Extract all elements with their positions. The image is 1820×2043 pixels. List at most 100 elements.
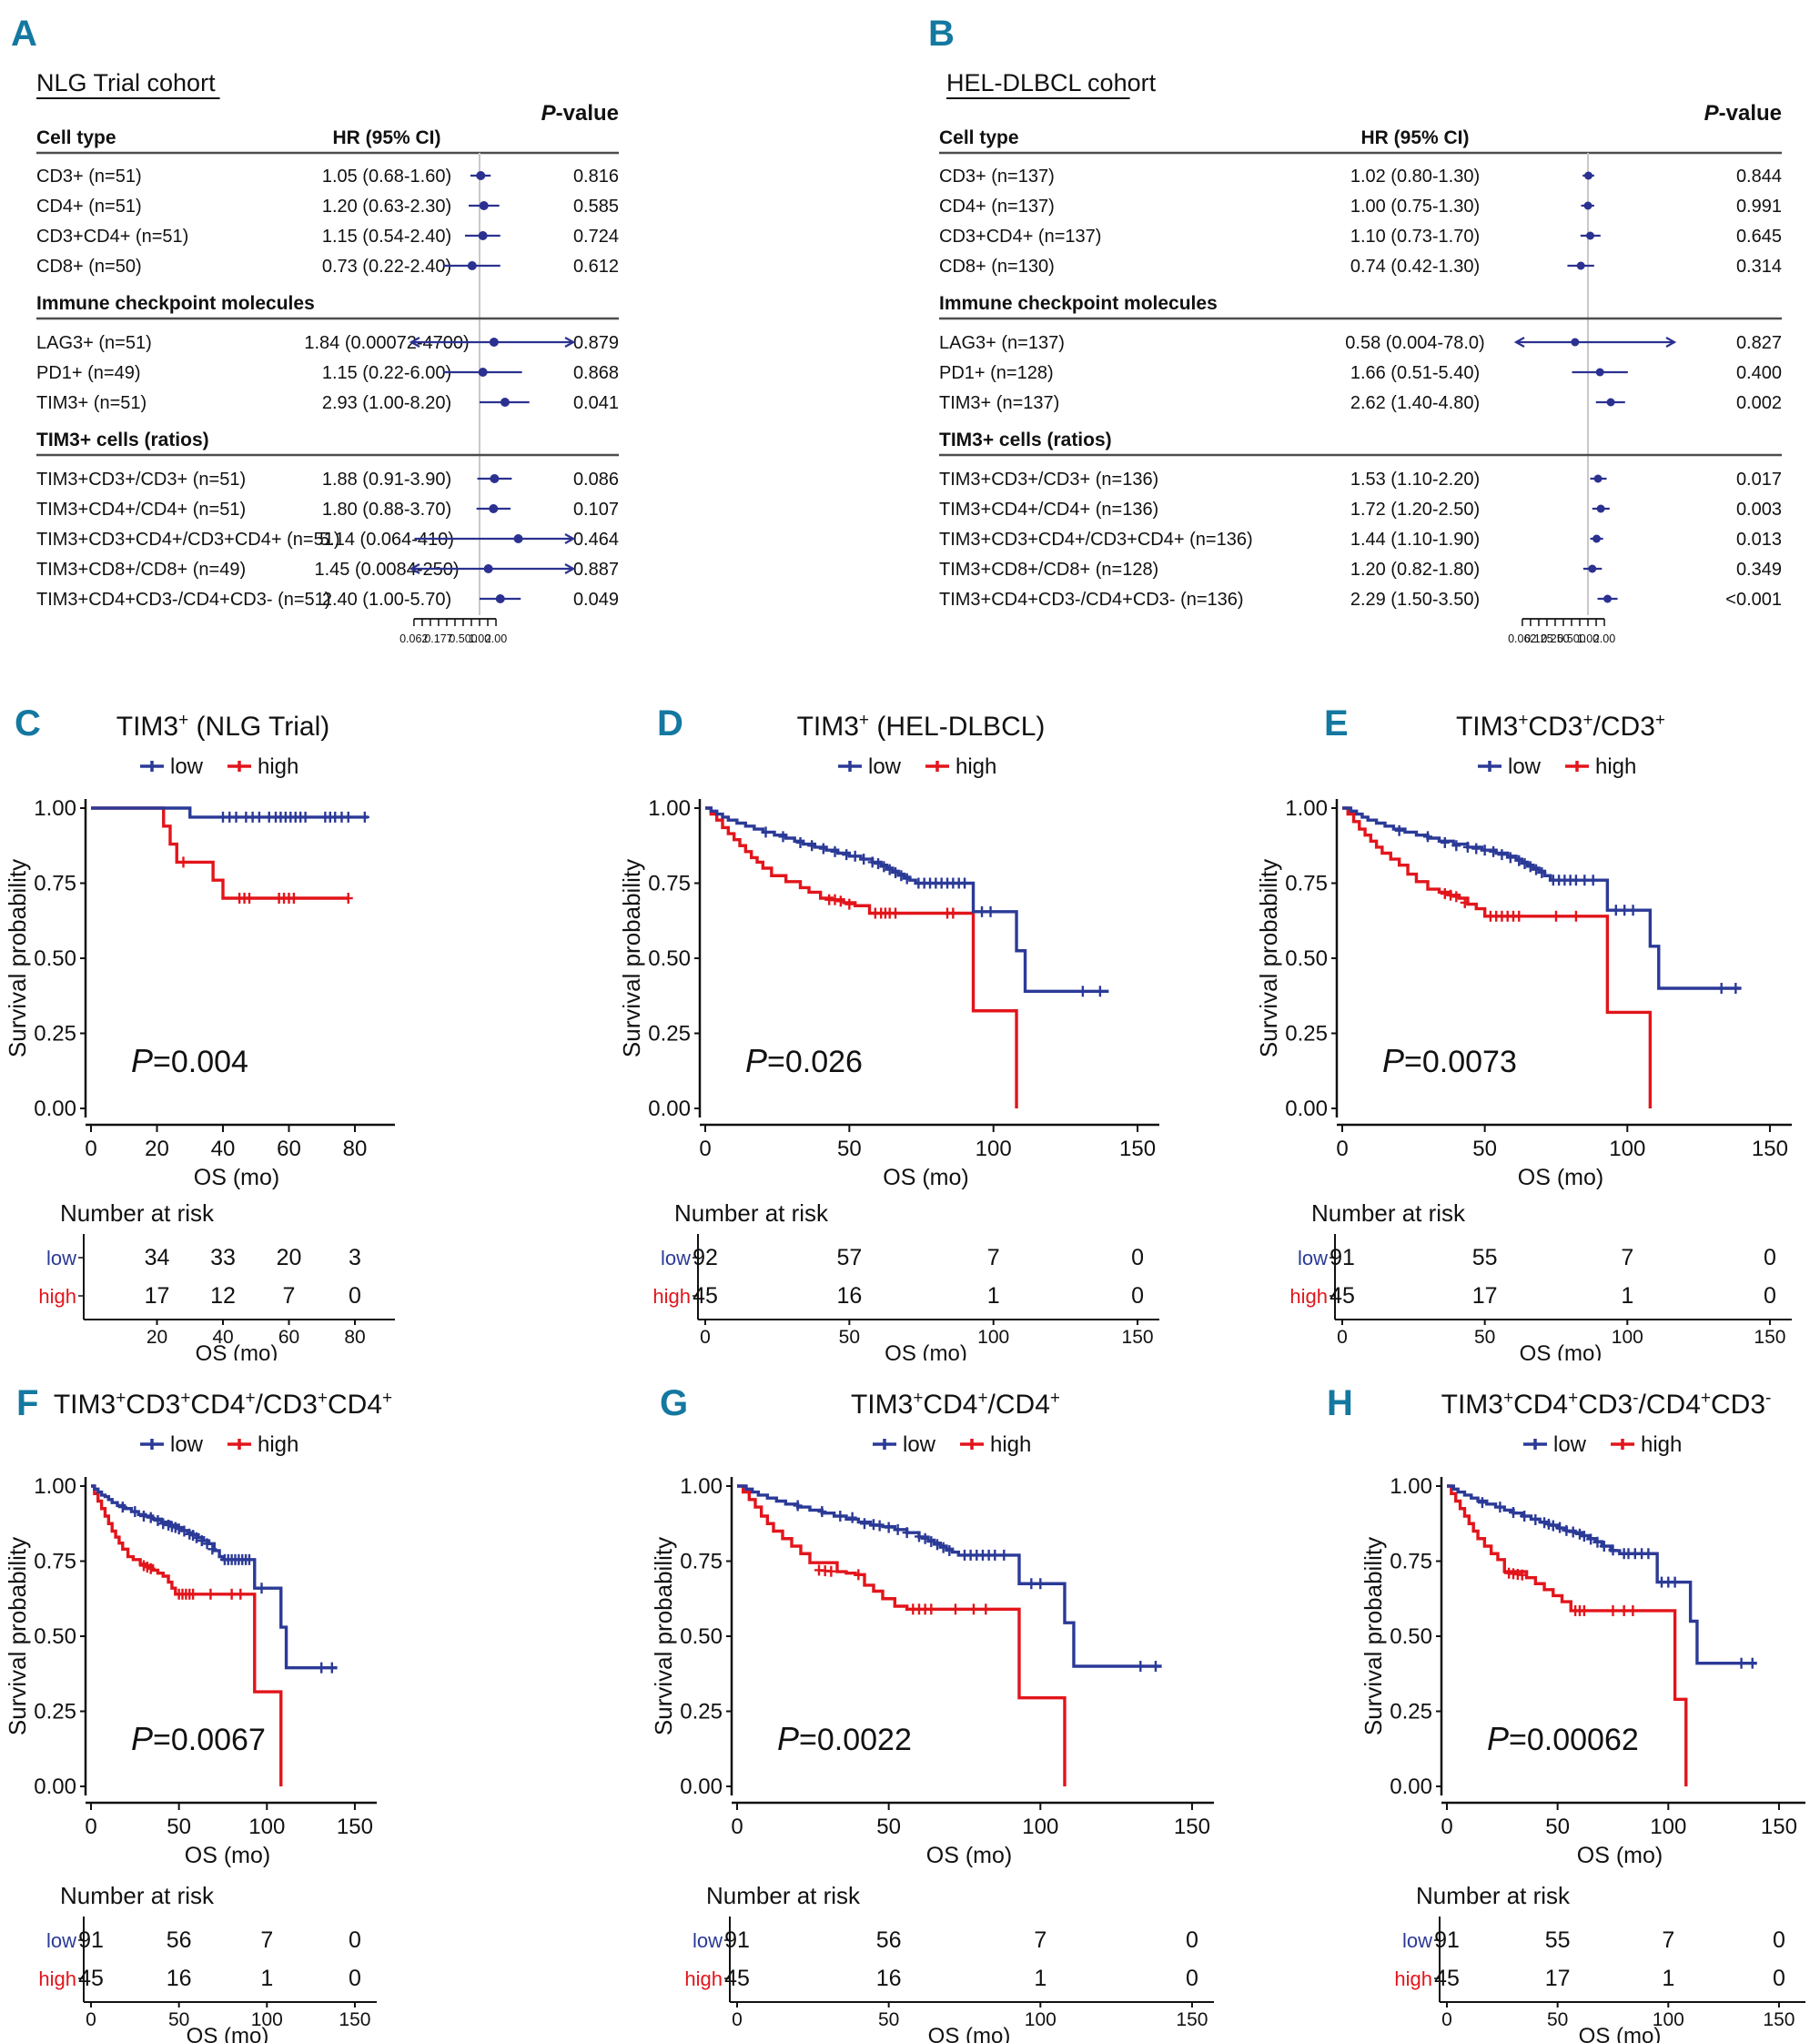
row-label: TIM3+CD4+/CD4+ (n=51) <box>36 500 246 520</box>
risk-count: 3 <box>349 1245 361 1270</box>
row-p-value: 0.314 <box>1736 257 1782 277</box>
col-header-p-value: P-value <box>541 101 619 126</box>
forest-row: TIM3+ (n=51) 2.93 (1.00-8.20) 0.041 <box>36 393 619 413</box>
row-p-value: 0.585 <box>573 197 619 217</box>
y-tick-label: 1.00 <box>1390 1474 1432 1499</box>
legend: low high <box>1523 1432 1682 1457</box>
ci-arrow-left <box>1513 337 1525 348</box>
legend: low high <box>140 1432 298 1457</box>
row-p-value: 0.645 <box>1736 227 1782 247</box>
y-axis-title: Survival probability <box>618 859 645 1057</box>
row-p-value: 0.991 <box>1736 197 1782 217</box>
x-tick-label: 150 <box>337 1815 373 1839</box>
risk-count: 16 <box>167 1966 192 1991</box>
km-title: TIM3+CD3+CD4+/CD3+CD4+ <box>54 1389 392 1420</box>
row-label: CD4+ (n=137) <box>939 197 1055 217</box>
risk-count: 33 <box>210 1245 236 1270</box>
forest-row: CD3+ (n=51) 1.05 (0.68-1.60) 0.816 <box>36 167 619 187</box>
forest-row: PD1+ (n=49) 1.15 (0.22-6.00) 0.868 <box>36 363 619 383</box>
risk-count: 1 <box>1662 1966 1674 1991</box>
survival-curve-high <box>737 1484 1067 1786</box>
row-p-value: 0.349 <box>1736 560 1782 580</box>
y-tick-label: 0.75 <box>1285 872 1328 896</box>
forest-row: TIM3+CD3+CD4+/CD3+CD4+ (n=51)5.14 (0.064… <box>36 530 619 550</box>
row-label: TIM3+CD3+/CD3+ (n=136) <box>939 470 1158 490</box>
row-p-value: 0.002 <box>1736 393 1782 413</box>
risk-count: 1 <box>260 1966 273 1991</box>
x-axis-title: OS (mo) <box>883 1165 968 1190</box>
risk-count: 16 <box>876 1966 902 1991</box>
risk-count: 7 <box>260 1927 273 1953</box>
risk-x-axis-title: OS (mo) <box>196 1341 278 1360</box>
risk-count: 16 <box>836 1283 862 1309</box>
x-tick-label: 0 <box>1336 1137 1348 1161</box>
axis-tick-label: 2.00 <box>1593 632 1615 645</box>
axis-tick-label: 0.062 <box>399 632 428 645</box>
censor-marks-low <box>218 811 369 823</box>
row-hr-ci: 2.29 (1.50-3.50) <box>1350 590 1480 610</box>
hr-dot <box>1603 594 1613 603</box>
risk-count: 0 <box>1773 1966 1785 1991</box>
risk-count: 20 <box>277 1245 302 1270</box>
risk-count: 0 <box>1764 1283 1776 1309</box>
y-tick-label: 0.75 <box>648 872 691 896</box>
legend-low-label: low <box>1508 754 1542 779</box>
legend-high-label: high <box>956 754 996 779</box>
hr-dot <box>1585 231 1594 240</box>
row-label: CD8+ (n=130) <box>939 257 1055 277</box>
risk-count: 56 <box>876 1927 902 1953</box>
axis-tick-label: 0.125 <box>1524 632 1552 645</box>
y-axis-title: Survival probability <box>1360 1537 1387 1735</box>
risk-count: 34 <box>145 1245 170 1270</box>
section-header: TIM3+ cells (ratios) <box>36 430 209 450</box>
axis-tick-label: 0.500 <box>1557 632 1585 645</box>
risk-x-tick-label: 50 <box>839 1327 860 1348</box>
panel-letter: B <box>928 14 955 54</box>
row-p-value: 0.400 <box>1736 363 1782 383</box>
risk-count: 91 <box>724 1927 750 1953</box>
risk-count: 0 <box>349 1927 361 1953</box>
censor-marks-high <box>1440 888 1581 922</box>
row-label: PD1+ (n=49) <box>36 363 141 383</box>
censor-marks-high <box>178 856 353 904</box>
row-hr-ci: 1.15 (0.22-6.00) <box>322 363 451 383</box>
panel-b-forest-plot: B HEL-DLBCL cohort Cell type HR (95% CI) P-v… <box>928 14 1782 645</box>
risk-count: 57 <box>836 1245 862 1270</box>
risk-count: 7 <box>283 1283 296 1309</box>
y-tick-label: 0.75 <box>1390 1550 1432 1574</box>
forest-row: CD3+CD4+ (n=137) 1.10 (0.73-1.70) 0.645 <box>939 227 1782 247</box>
hr-dot <box>478 368 488 377</box>
axis-tick-label: 1.00 <box>1577 632 1599 645</box>
risk-x-tick-label: 150 <box>1122 1327 1154 1348</box>
risk-row-label: low <box>46 1247 76 1269</box>
row-label: CD3+CD4+ (n=51) <box>36 227 188 247</box>
risk-x-axis-title: OS (mo) <box>1579 2024 1662 2043</box>
panel-letter: F <box>16 1383 38 1423</box>
forest-row: TIM3+CD3+/CD3+ (n=136) 1.53 (1.10-2.20) 0.… <box>939 470 1782 490</box>
x-tick-label: 150 <box>1761 1815 1797 1839</box>
row-p-value: 0.724 <box>573 227 619 247</box>
row-hr-ci: 1.66 (0.51-5.40) <box>1350 363 1480 383</box>
hr-dot <box>495 594 505 603</box>
axis-tick-label: 0.250 <box>1541 632 1569 645</box>
risk-count: 0 <box>349 1966 361 1991</box>
hr-dot <box>1593 474 1603 483</box>
y-tick-label: 1.00 <box>1285 796 1328 821</box>
panel-g-km-chart: G TIM3+CD4+/CD4+ low high 1.00 0.75 0.50 0.25 0.… <box>650 1383 1214 2043</box>
ci-arrow-right <box>1665 337 1677 348</box>
risk-count: 91 <box>1434 1927 1460 1953</box>
row-hr-ci: 0.58 (0.004-78.0) <box>1345 333 1484 353</box>
hr-dot <box>1606 398 1615 407</box>
risk-count: 17 <box>1545 1966 1571 1991</box>
y-axis-title: Survival probability <box>4 1537 31 1735</box>
row-p-value: 0.887 <box>573 560 619 580</box>
forest-title: HEL-DLBCL cohort <box>946 69 1157 96</box>
risk-row-label: low <box>1298 1247 1328 1269</box>
panel-h-km-chart: H TIM3+CD4+CD3-/CD4+CD3- low high 1.00 0.75 0.… <box>1327 1383 1805 2043</box>
risk-table-header: Number at risk <box>1311 1199 1466 1227</box>
risk-count: 7 <box>1662 1927 1674 1953</box>
legend-low-label: low <box>1553 1432 1587 1457</box>
x-axis-title: OS (mo) <box>926 1843 1012 1868</box>
